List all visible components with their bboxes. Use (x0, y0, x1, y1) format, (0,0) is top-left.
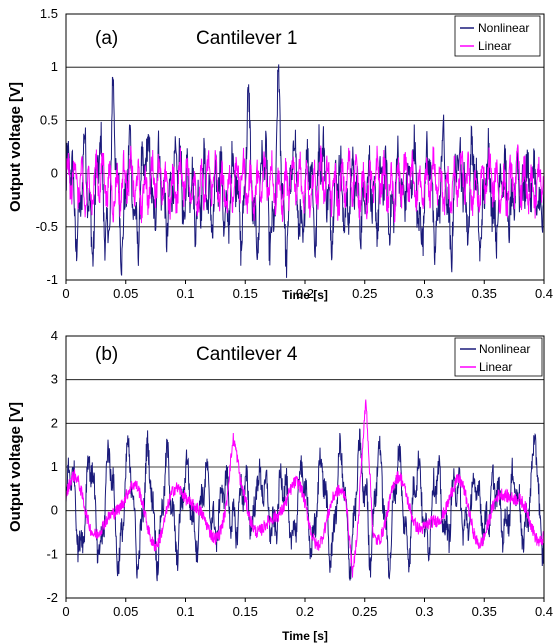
x-tick-label: 0.35 (472, 286, 497, 301)
panel-b: -2 -1 0 1 2 3 4 0 0.05 0.1 0.15 0.2 0.25 0.3 0.35 0.4 (… (7, 328, 553, 643)
x-tick-label: 0.15 (233, 604, 258, 619)
x-tick-label: 0.3 (415, 604, 433, 619)
x-tick-label: 0.2 (296, 604, 314, 619)
panel-a-plot-area (65, 64, 545, 278)
panel-b-label: (b) (95, 344, 118, 365)
panel-b-legend-box (454, 337, 543, 377)
x-tick-label: 0.3 (415, 286, 433, 301)
x-tick-label: 0.1 (176, 286, 194, 301)
panel-b-plot-area (65, 399, 545, 582)
x-tick-label: 0 (62, 604, 69, 619)
panel-b-legend: Nonlinear Linear (454, 337, 543, 377)
y-tick-label: 0.5 (40, 112, 58, 127)
y-tick-label: -0.5 (36, 219, 58, 234)
panel-a-y-axis-title: Output voltage [V] (7, 82, 24, 212)
y-tick-label: -2 (46, 590, 58, 605)
x-tick-label: 0.25 (352, 286, 377, 301)
series-line-nonlinear (65, 64, 545, 278)
x-tick-label: 0.25 (352, 604, 377, 619)
y-tick-label: 0 (51, 166, 58, 181)
panel-b-legend-linear: Linear (479, 360, 512, 374)
series-line-nonlinear (65, 428, 545, 582)
panel-a-legend-linear: Linear (478, 39, 511, 53)
panel-b-x-axis-title: Time [s] (282, 629, 328, 643)
y-tick-label: 4 (51, 328, 58, 343)
x-tick-label: 0.35 (472, 604, 497, 619)
x-tick-label: 0.05 (113, 286, 138, 301)
y-tick-label: 1 (51, 59, 58, 74)
x-tick-label: 0.4 (535, 604, 553, 619)
x-tick-label: 0.15 (233, 286, 258, 301)
x-tick-label: 0 (62, 286, 69, 301)
x-tick-label: 0.4 (535, 286, 553, 301)
y-tick-label: 1 (51, 459, 58, 474)
panel-a: -1 -0.5 0 0.5 1 1.5 0 0.05 0.1 0.15 0.2 0.25 0.3 0.35… (7, 6, 553, 302)
series-line-linear (65, 399, 545, 578)
y-tick-label: -1 (46, 546, 58, 561)
panel-b-legend-nonlinear: Nonlinear (479, 342, 530, 356)
y-tick-label: -1 (46, 272, 58, 287)
panel-a-label: (a) (95, 28, 118, 49)
x-tick-label: 0.05 (113, 604, 138, 619)
x-tick-label: 0.2 (296, 286, 314, 301)
y-tick-label: 3 (51, 372, 58, 387)
series-line-linear (65, 144, 545, 224)
panel-a-title: Cantilever 1 (196, 28, 297, 49)
panel-b-title: Cantilever 4 (196, 344, 298, 365)
panel-a-legend-nonlinear: Nonlinear (478, 21, 529, 35)
panel-b-y-axis-title: Output voltage [V] (7, 402, 24, 532)
y-tick-label: 0 (51, 503, 58, 518)
panel-a-legend-box (454, 15, 541, 57)
y-tick-label: 2 (51, 415, 58, 430)
panel-a-legend: Nonlinear Linear (454, 15, 541, 57)
x-tick-label: 0.1 (176, 604, 194, 619)
y-tick-label: 1.5 (40, 6, 58, 21)
panel-a-x-axis-title: Time [s] (282, 288, 328, 302)
